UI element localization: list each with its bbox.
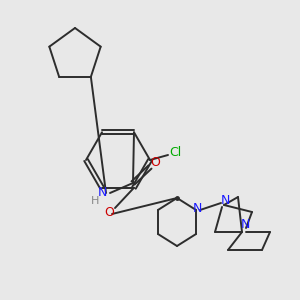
Text: Cl: Cl (169, 146, 181, 160)
Text: O: O (104, 206, 114, 220)
Text: N: N (220, 194, 230, 206)
Text: N: N (192, 202, 202, 214)
Text: N: N (97, 187, 107, 200)
Text: O: O (150, 155, 160, 169)
Text: H: H (91, 196, 99, 206)
Text: N: N (240, 218, 250, 230)
